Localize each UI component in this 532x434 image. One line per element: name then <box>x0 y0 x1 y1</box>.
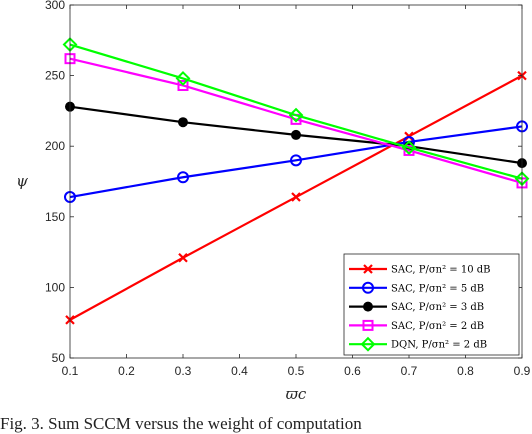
x-tick-label: 0.1 <box>62 364 79 378</box>
y-tick-label: 200 <box>45 139 65 153</box>
legend-entry: SAC, P/σn² = 10 dB <box>349 264 491 276</box>
x-axis-label: ϖc <box>286 385 307 403</box>
legend-label: SAC, P/σn² = 2 dB <box>391 321 484 332</box>
ticks-layer: 0.1 0.2 0.3 0.4 0.5 0.6 0.7 0.8 0.9 50 100 150 200 25… <box>45 0 531 378</box>
x-tick-label: 0.7 <box>401 364 418 378</box>
legend-label: SAC, P/σn² = 5 dB <box>391 283 484 294</box>
x-tick-label: 0.6 <box>344 364 361 378</box>
series-4 <box>62 37 530 187</box>
data-point <box>177 79 189 91</box>
legend-entry: SAC, P/σn² = 5 dB <box>349 281 484 294</box>
series-line <box>69 43 523 180</box>
data-point <box>178 117 188 128</box>
y-tick-label: 50 <box>52 351 66 365</box>
y-tick-label: 250 <box>45 69 65 83</box>
data-point <box>175 71 191 86</box>
data-point <box>362 319 374 331</box>
data-point <box>177 171 189 184</box>
line-chart: 0.1 0.2 0.3 0.4 0.5 0.6 0.7 0.8 0.9 50 100 150 200 25… <box>16 0 531 403</box>
data-point <box>363 264 373 274</box>
y-tick-label: 150 <box>45 210 65 224</box>
legend-items: SAC, P/σn² = 10 dB SAC, P/σn² = 5 dB SAC, … <box>349 264 491 352</box>
x-tick-label: 0.3 <box>175 364 192 378</box>
data-point <box>288 107 304 123</box>
legend-box <box>343 253 520 356</box>
data-point <box>363 301 373 312</box>
y-tick-label: 100 <box>45 280 65 294</box>
series-0 <box>65 70 527 325</box>
legend: SAC, P/σn² = 10 dB SAC, P/σn² = 5 dB SAC, … <box>343 253 520 356</box>
x-tick-label: 0.4 <box>231 364 248 378</box>
data-point <box>291 129 301 140</box>
x-tick-label: 0.8 <box>457 364 474 378</box>
legend-entry: DQN, P/σn² = 2 dB <box>349 336 487 352</box>
series-line <box>69 125 523 199</box>
data-point <box>178 252 188 263</box>
data-point <box>291 192 301 202</box>
data-point <box>362 281 374 294</box>
y-axis-label: ψ <box>16 172 28 190</box>
legend-label: SAC, P/σn² = 3 dB <box>391 302 484 313</box>
y-tick-label: 300 <box>45 0 65 12</box>
x-tick-label: 0.2 <box>118 364 135 378</box>
series-layer <box>62 37 530 325</box>
x-tick-label: 0.9 <box>514 364 531 378</box>
data-point <box>401 140 417 156</box>
legend-entry: SAC, P/σn² = 3 dB <box>349 301 484 313</box>
figure-caption: Fig. 3. Sum SCCM versus the weight of co… <box>0 414 362 433</box>
data-point <box>360 336 376 352</box>
series-line <box>69 57 523 184</box>
legend-label: SAC, P/σn² = 10 dB <box>391 265 491 276</box>
legend-entry: SAC, P/σn² = 2 dB <box>349 319 484 332</box>
data-point <box>290 154 302 167</box>
legend-label: DQN, P/σn² = 2 dB <box>391 340 487 351</box>
x-tick-label: 0.5 <box>288 364 305 378</box>
